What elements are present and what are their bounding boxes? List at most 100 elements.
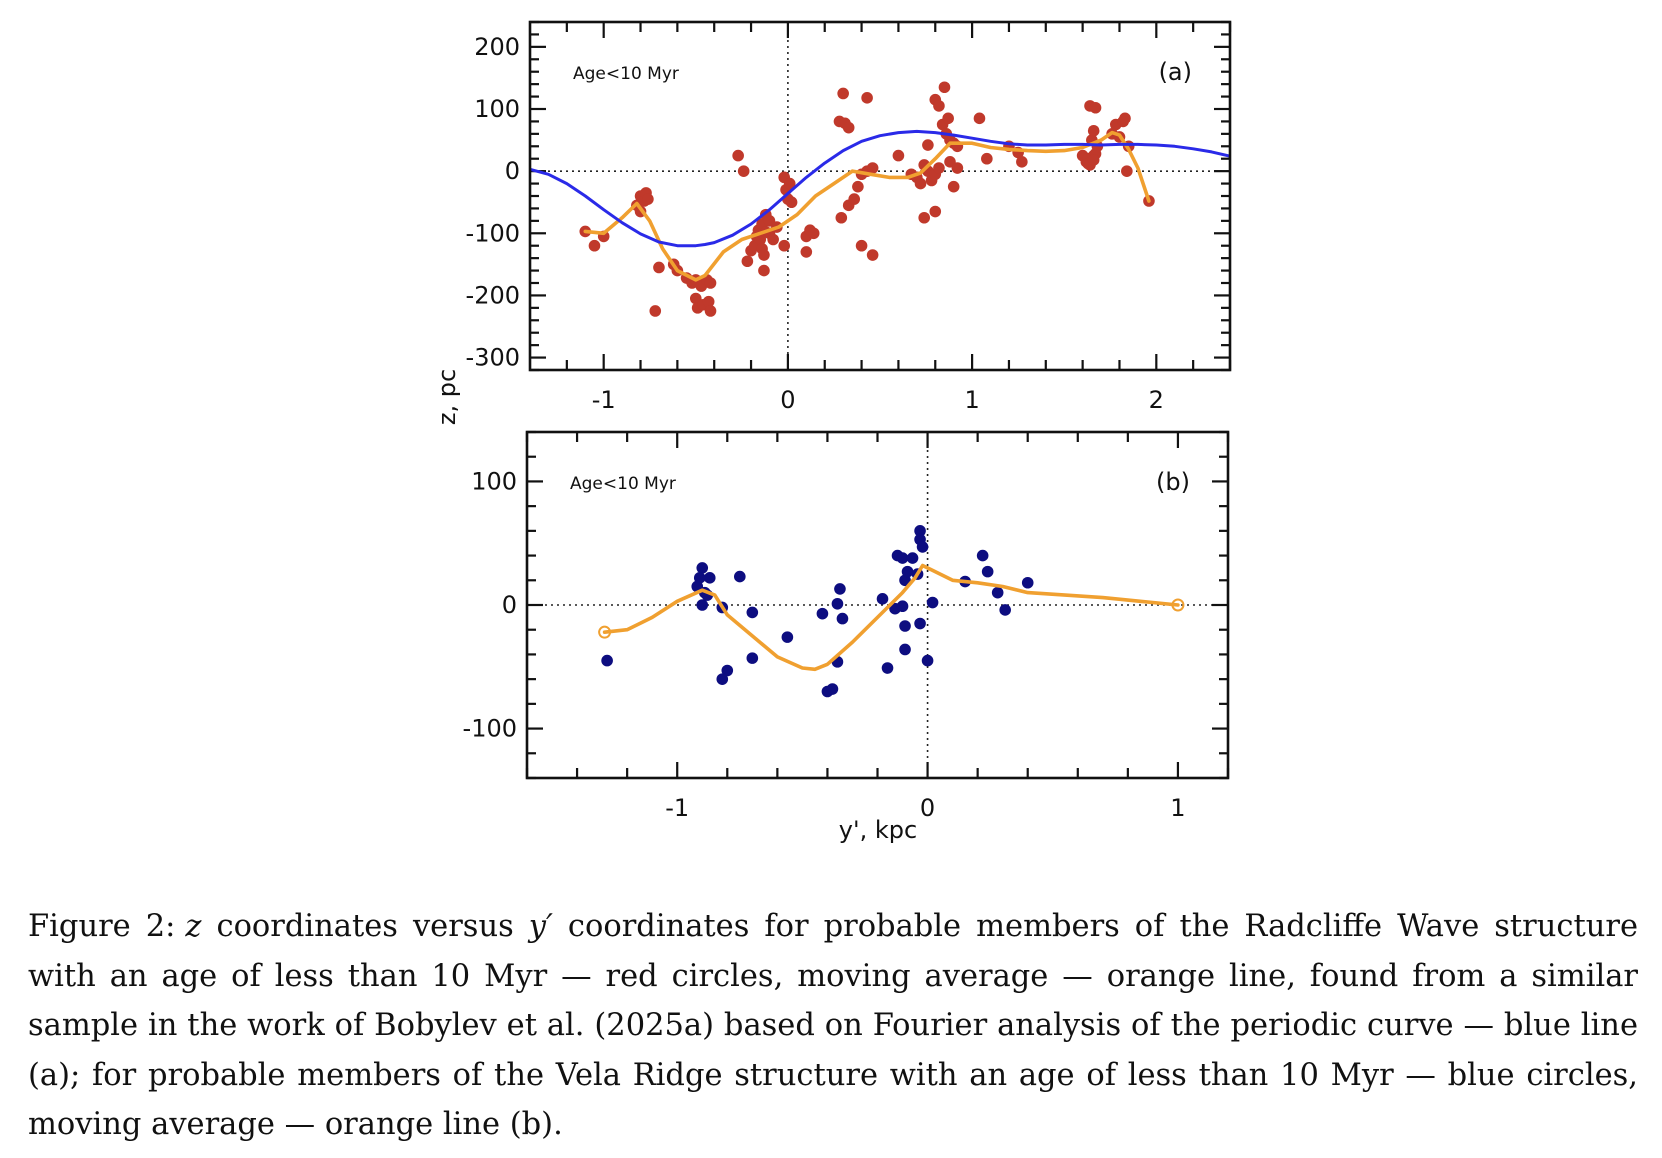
panel-a-data-point [1089, 101, 1102, 114]
panel-b-y-tick-label: 0 [502, 591, 517, 619]
panel-a-y-tick-label: -200 [466, 281, 520, 309]
panel-a-panel-tag: (a) [1159, 58, 1192, 86]
panel-a-data-point [855, 239, 868, 252]
panel-b-data-point [906, 552, 919, 564]
panel-b-data-point [881, 662, 894, 674]
panel-b-data-point [1021, 576, 1034, 589]
panel-a-data-point [837, 87, 849, 100]
panel-a-data-point [741, 255, 754, 268]
panel-a-frame [528, 20, 1232, 372]
panel-b-panel-tag: (b) [1156, 468, 1190, 496]
panel-a-data-point [732, 149, 744, 162]
panel-a-data-point [842, 121, 855, 134]
panel-b-data-point [696, 599, 709, 611]
panel-a-data-point [947, 180, 960, 193]
caption-math-z: z [185, 909, 202, 944]
panel-b-frame [525, 430, 1230, 780]
panel-b-data-point [926, 596, 939, 609]
panel-a-data-point [642, 193, 654, 205]
panel-a-data-point [702, 295, 715, 308]
panel-a-series-line-1 [583, 130, 1151, 282]
panel-a-y-tick-label: -300 [466, 344, 520, 372]
panel-a-data-point [1121, 165, 1133, 177]
panel-b-data-point [746, 652, 759, 664]
panel-a-data-point [861, 92, 873, 104]
panel-a-data-point [848, 193, 861, 205]
panel-b-data-point [976, 549, 989, 562]
panel-b-x-tick-label: 0 [920, 794, 935, 822]
panel-b-data-point [899, 620, 911, 632]
panel-b-data-point [826, 683, 839, 695]
caption-math-y: y′ [528, 909, 553, 944]
panel-a-data-point [852, 180, 864, 193]
panel-b-data-point [834, 583, 846, 595]
panel-a-data-point [1087, 154, 1100, 166]
panel-a-data-point [737, 165, 750, 177]
panel-a-series-line-2 [530, 129, 1230, 248]
panel-b-data-point [991, 586, 1004, 599]
panel-a-data-point [1119, 112, 1131, 125]
panel-b-data-point [896, 552, 909, 564]
panel-a-data-point [914, 177, 927, 190]
panel-b-data-point [981, 565, 994, 578]
panel-a-data-point [1016, 156, 1028, 168]
panel-a-x-tick-label: -1 [592, 386, 616, 414]
panel-a-data-point [767, 233, 779, 246]
panel-b-data-point [916, 541, 929, 553]
panel-b-y-tick-label: 100 [471, 467, 517, 495]
caption-label: Figure 2: [28, 909, 176, 944]
panel-b-data-point [831, 597, 844, 610]
panel-b-age-annotation: Age<10 Myr [570, 474, 676, 494]
panel-a-x-tick-label: 0 [780, 386, 795, 414]
panel-b-series-line-1 [602, 563, 1180, 672]
panel-b-data-point [899, 643, 911, 656]
panel-a-data-point [866, 162, 879, 174]
panel-a-data-point [758, 249, 770, 261]
y-axis-title: z, pc [433, 369, 461, 425]
panel-b-data-point [999, 604, 1011, 616]
panel-a-y-tick-label: -100 [466, 219, 520, 247]
panel-a-data-point [653, 261, 665, 274]
panel-a-data-point [758, 264, 770, 277]
panel-a-y-tick-label: 0 [505, 157, 520, 185]
panel-a-data-point [1087, 124, 1100, 137]
panel-a-data-point [951, 162, 964, 174]
panel-b-data-point [781, 631, 794, 643]
panel-a-data-point [704, 305, 717, 317]
panel-a-data-point [892, 149, 905, 162]
panel-a-data-point [922, 139, 934, 151]
panel-a-x-tick-label: 1 [964, 386, 979, 414]
panel-a-data-point [785, 196, 798, 209]
panel-a-data-point [835, 211, 848, 224]
panel-b-data-point [901, 565, 914, 578]
panel-a-data-point [973, 112, 986, 125]
panel-a-data-point [704, 277, 717, 289]
panel-b-data-point [721, 664, 734, 677]
caption-text-1: coordinates versus [201, 909, 529, 944]
x-axis-title: y', kpc [839, 816, 917, 844]
panel-a-data-point [649, 305, 662, 317]
panel-b-data-point [703, 572, 716, 584]
panel-b-data-point [876, 593, 889, 605]
panel-b-chart: -1 0 1 -100 0 100 Age<10 Myr (b) [463, 430, 1230, 822]
panel-a-data-point [588, 239, 601, 252]
figure-caption: Figure 2: z coordinates versus y′ coordin… [28, 902, 1638, 1150]
panel-b-data-point [696, 562, 709, 574]
panel-a-data-point [800, 246, 813, 258]
panel-b-data-point [734, 570, 746, 583]
panel-a-y-tick-label: 100 [474, 95, 520, 123]
panel-a-data-point [933, 100, 945, 112]
panel-b-x-tick-label: -1 [665, 794, 689, 822]
panel-a-y-tick-label: 200 [474, 33, 520, 61]
panel-b-y-tick-label: -100 [463, 715, 517, 743]
panel-b-data-point [601, 654, 613, 667]
panel-a-data-point [981, 152, 993, 165]
panel-a-data-point [807, 227, 820, 240]
caption-text-2: coordinates for probable members of the … [28, 909, 1638, 1142]
panel-b-line-endpoint [598, 625, 612, 639]
panel-b-data-point [914, 525, 926, 537]
panel-b-line-endpoint [1171, 598, 1185, 612]
panel-b-data-point [816, 607, 829, 620]
panel-b-data-point [716, 673, 729, 685]
